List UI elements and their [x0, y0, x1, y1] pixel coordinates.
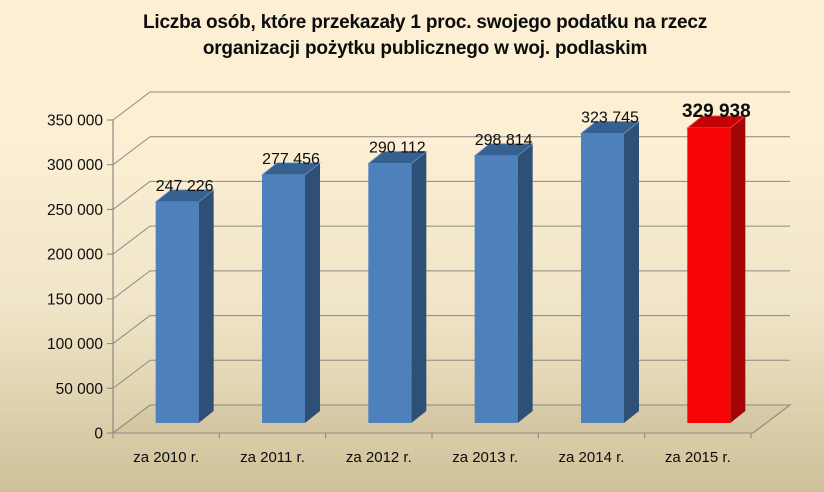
y-axis-tick-label: 200 000 [47, 247, 103, 264]
y-axis-tick-label: 50 000 [56, 381, 104, 398]
bar-za-2011-r [260, 162, 322, 423]
bar-value-label: 323 745 [581, 109, 639, 126]
gridline-150000-depth [112, 270, 151, 300]
gridline-300000-depth [112, 136, 151, 166]
bar-front-face [368, 163, 412, 423]
y-axis-tick-label: 100 000 [47, 336, 103, 353]
x-axis-category-label: za 2013 r. [452, 449, 518, 466]
bar-za-2015-r [686, 115, 747, 423]
gridline-200000-depth [112, 225, 151, 255]
y-axis-tick-label: 300 000 [47, 157, 103, 174]
bar-side-face [730, 115, 746, 423]
x-axis-category-label: za 2011 r. [240, 449, 305, 466]
x-axis-category-label: za 2012 r. [346, 449, 412, 466]
bar-front-face [474, 155, 518, 423]
x-axis-category-label: za 2014 r. [559, 449, 625, 466]
bar-side-face [623, 121, 639, 424]
bar-front-face [155, 201, 199, 423]
bar-value-label: 329 938 [682, 101, 751, 122]
y-axis-tick-label: 150 000 [47, 291, 103, 308]
y-axis-tick-label: 250 000 [47, 202, 103, 219]
y-axis-tick-label: 350 000 [47, 113, 103, 130]
bar-side-face [411, 151, 427, 423]
bar-za-2010-r [154, 189, 215, 423]
gridline-350000-depth [112, 91, 151, 121]
bar-front-face [261, 174, 305, 423]
x-axis-category-label: za 2015 r. [665, 449, 731, 466]
chart-title-line-2: organizacji pożytku publicznego w woj. p… [202, 38, 648, 59]
bar-side-face [517, 143, 533, 423]
bar-side-face [198, 189, 214, 423]
bar-za-2014-r [579, 121, 641, 424]
gridline-250000-depth [112, 181, 151, 210]
bar-value-label: 277 456 [262, 151, 320, 168]
bar-value-label: 247 226 [156, 178, 214, 195]
bar-value-label: 290 112 [369, 140, 426, 157]
y-axis-tick-label: 0 [94, 426, 103, 443]
gridline-50000-depth [112, 359, 151, 389]
x-axis-category-label: za 2010 r. [133, 449, 199, 466]
bar-front-face [687, 127, 731, 423]
chart-title: Liczba osób, które przekazały 1 proc. sw… [0, 10, 824, 62]
bar-value-label: 298 814 [475, 132, 533, 149]
gridline-100000-depth [112, 315, 151, 344]
bar-front-face [580, 133, 624, 423]
bar-za-2013-r [473, 143, 534, 423]
bar-za-2012-r [367, 151, 428, 423]
chart-title-line-1: Liczba osób, które przekazały 1 proc. sw… [142, 12, 708, 33]
bar-side-face [304, 162, 320, 423]
